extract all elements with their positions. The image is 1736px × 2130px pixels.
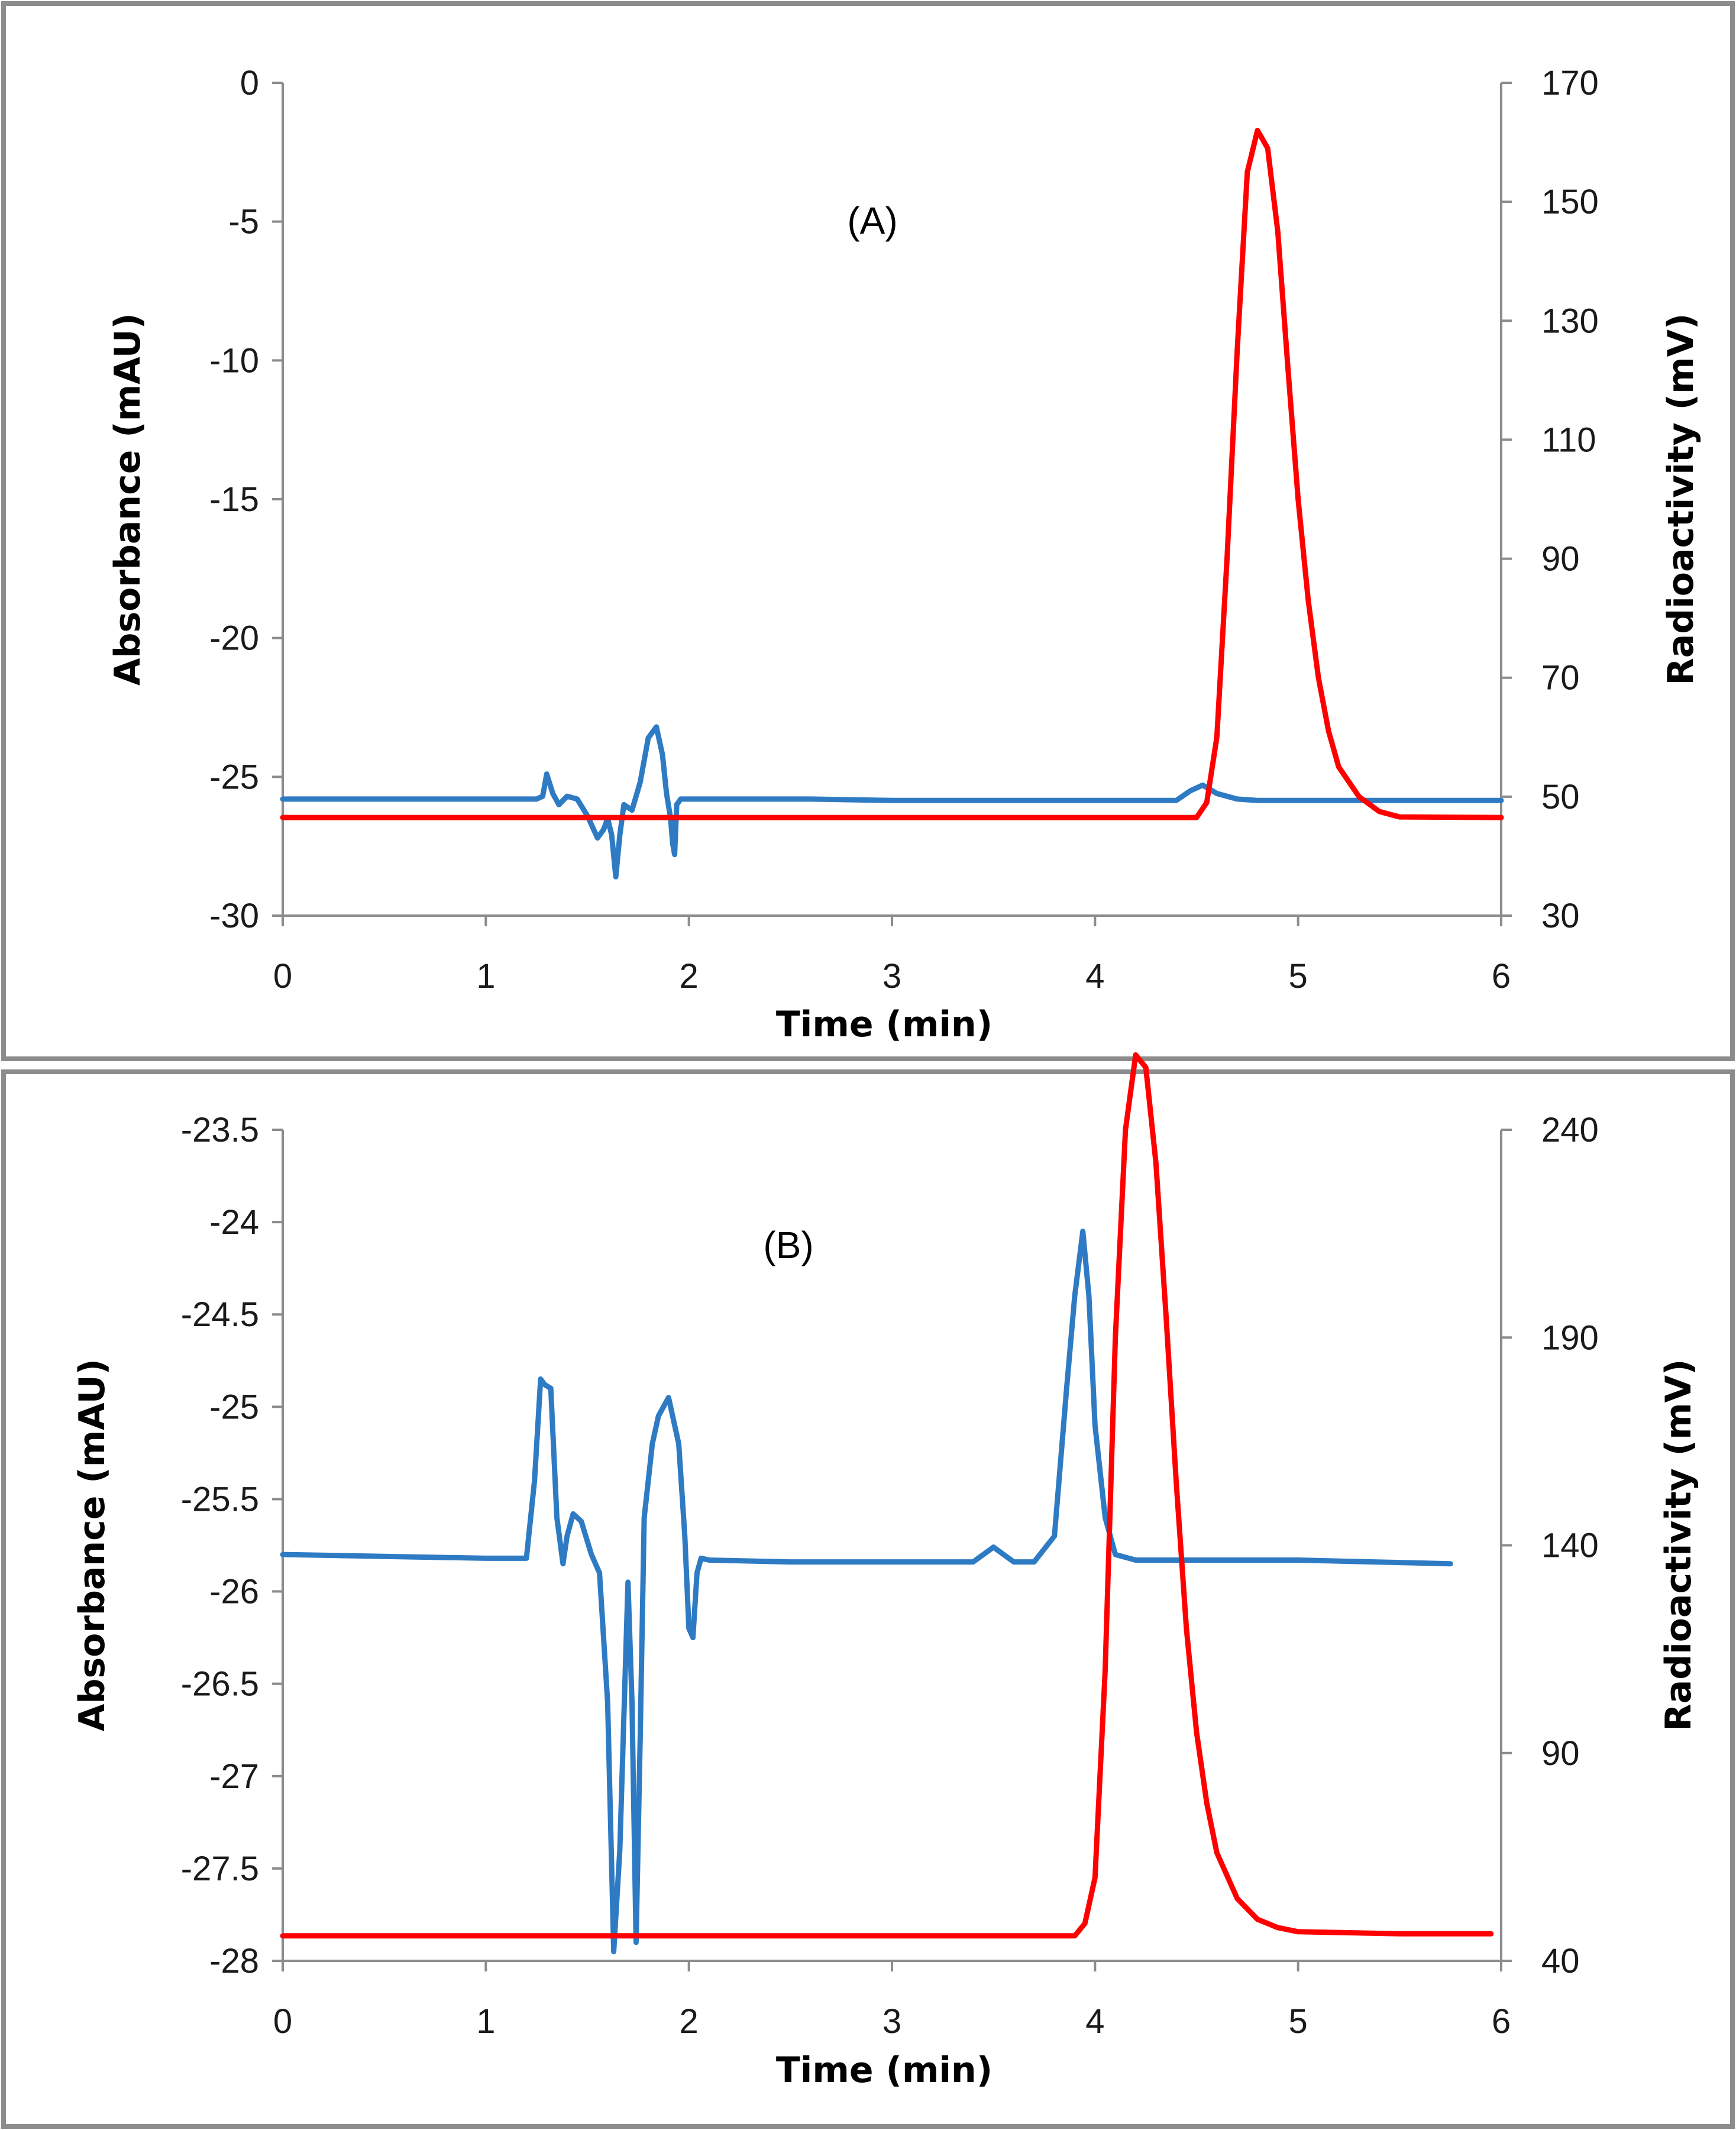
right-y-tick-label: 240 [1541, 1111, 1599, 1149]
panel-b-right-axis-title: Radioactivity (mV) [1658, 1359, 1699, 1731]
left-y-tick-label: 0 [240, 64, 259, 102]
panel-a-label: (A) [847, 199, 897, 242]
left-y-tick-label: -24 [209, 1203, 259, 1242]
right-y-tick-label: 50 [1541, 778, 1580, 816]
left-y-tick-label: -20 [209, 619, 259, 658]
left-y-tick-label: -23.5 [181, 1111, 259, 1149]
x-tick-label: 0 [273, 2002, 292, 2041]
panel-a: -30-25-20-15-10-50 30507090110130150170 … [1, 1, 1735, 1061]
left-y-tick-label: -28 [209, 1942, 259, 1980]
right-y-tick-label: 140 [1541, 1527, 1599, 1565]
x-tick-label: 5 [1289, 957, 1308, 995]
x-tick-label: 5 [1289, 2002, 1308, 2041]
panel-b-x-axis-title: Time (min) [776, 2050, 993, 2091]
x-tick-label: 3 [882, 2002, 901, 2041]
x-tick-label: 0 [273, 957, 292, 995]
right-y-tick-label: 30 [1541, 897, 1580, 935]
right-y-tick-label: 70 [1541, 659, 1580, 697]
right-y-tick-label: 190 [1541, 1318, 1599, 1357]
x-tick-label: 2 [680, 957, 699, 995]
right-y-tick-label: 170 [1541, 64, 1599, 102]
panel-a-radioactivity-line [280, 128, 1504, 820]
panel-b-label: (B) [763, 1224, 813, 1266]
panel-b-left-ticks: -28 -27.5 -27 -26.5 -26 -25.5 -25 -24.5 -24 -23.5 [181, 1111, 283, 1980]
left-y-tick-label: -10 [209, 341, 259, 380]
left-y-tick-label: -15 [209, 480, 259, 519]
panel-b-uv-absorbance-line [280, 1229, 1453, 1954]
panel-b: -28 -27.5 -27 -26.5 -26 -25.5 -25 -24.5 -24 -23.5… [1, 1052, 1735, 2129]
panel-a-x-ticks: 0 1 2 3 4 5 6 [273, 916, 1511, 995]
panel-a-right-axis-title: Radioactivity (mV) [1660, 313, 1702, 686]
right-y-tick-label: 150 [1541, 183, 1599, 221]
x-tick-label: 3 [882, 957, 901, 995]
right-y-tick-label: 90 [1541, 540, 1580, 578]
left-y-tick-label: -25 [209, 758, 259, 796]
left-y-tick-label: -26.5 [181, 1665, 259, 1704]
panel-b-right-ticks: 40 90 140 190 240 [1501, 1111, 1599, 1980]
left-y-tick-label: -25.5 [181, 1480, 259, 1518]
right-y-tick-label: 110 [1541, 421, 1596, 459]
panel-a-right-ticks: 30 50 70 90 110 130 150 170 [1501, 64, 1599, 935]
panel-b-radioactivity-line [280, 1052, 1494, 1939]
left-y-tick-label: -27 [209, 1757, 259, 1796]
panel-a-left-axis-title: Absorbance (mAU) [107, 313, 148, 686]
right-y-tick-label: 40 [1541, 1942, 1580, 1980]
panel-a-left-ticks: -30 -25 -20 -15 -10 -5 0 [209, 64, 283, 935]
panel-b-left-axis-title: Absorbance (mAU) [72, 1359, 113, 1731]
left-y-tick-label: -5 [228, 203, 259, 241]
left-y-tick-label: -24.5 [181, 1295, 259, 1334]
x-tick-label: 2 [680, 2002, 699, 2041]
left-y-tick-label: -26 [209, 1573, 259, 1611]
x-tick-label: 1 [476, 2002, 495, 2041]
x-tick-label: 4 [1085, 957, 1104, 995]
left-y-tick-label: -25 [209, 1388, 259, 1426]
left-y-tick-label: -30 [209, 897, 259, 935]
right-y-tick-label: 130 [1541, 302, 1599, 340]
panel-a-uv-absorbance-line [280, 724, 1504, 880]
x-tick-label: 6 [1492, 957, 1511, 995]
x-tick-label: 4 [1085, 2002, 1104, 2041]
panel-a-frame [1, 1, 1735, 1061]
panel-a-x-axis-title: Time (min) [776, 1004, 993, 1045]
x-tick-label: 6 [1492, 2002, 1511, 2041]
x-tick-label: 1 [476, 957, 495, 995]
right-y-tick-label: 90 [1541, 1734, 1580, 1773]
panel-b-frame [1, 1069, 1735, 2129]
panel-b-x-ticks: 0 1 2 3 4 5 6 [273, 1961, 1511, 2041]
left-y-tick-label: -27.5 [181, 1850, 259, 1888]
